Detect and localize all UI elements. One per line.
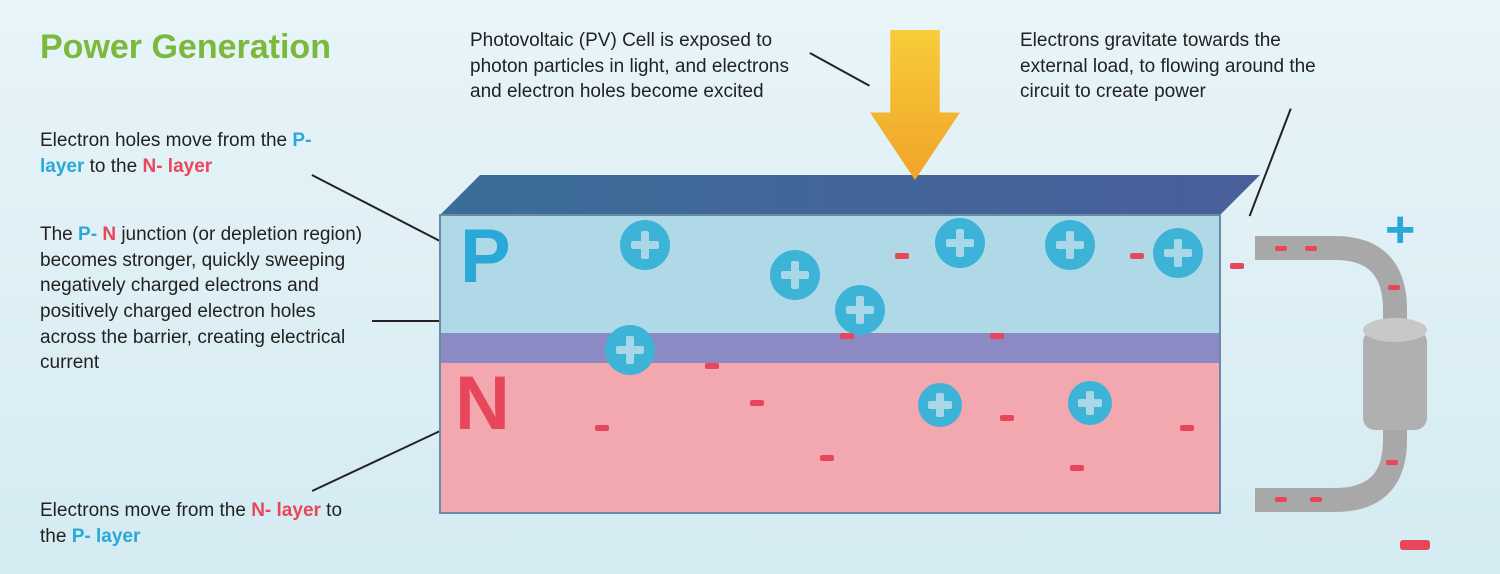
- caption-external-load: Electrons gravitate towards the external…: [1020, 28, 1350, 105]
- minus-charge-icon: [595, 425, 609, 431]
- caption-electrons-move: Electrons move from the N- layer to the …: [40, 498, 370, 549]
- plus-charge-icon: [835, 285, 885, 335]
- minus-charge-icon: [1130, 253, 1144, 259]
- minus-charge-icon: [840, 333, 854, 339]
- caption-electron-holes: Electron holes move from the P- layer to…: [40, 128, 350, 179]
- plus-charge-icon: [1068, 381, 1112, 425]
- plus-charge-icon: [605, 325, 655, 375]
- minus-charge-icon: [820, 455, 834, 461]
- p-layer: [440, 215, 1220, 333]
- plus-charge-icon: [770, 250, 820, 300]
- pn-junction: [440, 333, 1220, 363]
- sunlight-arrow-icon: [870, 30, 960, 180]
- cell-top-face: [440, 175, 1260, 215]
- leader-line: [312, 430, 441, 491]
- caption-pv-cell: Photovoltaic (PV) Cell is exposed to pho…: [470, 28, 800, 105]
- minus-charge-icon: [1180, 425, 1194, 431]
- minus-charge-icon: [705, 363, 719, 369]
- leader-line: [810, 52, 871, 86]
- plus-charge-icon: [1153, 228, 1203, 278]
- p-label: P: [460, 213, 511, 300]
- minus-charge-icon: [1230, 263, 1244, 269]
- plus-charge-icon: [1045, 220, 1095, 270]
- plus-charge-icon: [918, 383, 962, 427]
- external-load-icon: [1255, 230, 1455, 540]
- caption-pn-junction: The P- N junction (or depletion region) …: [40, 222, 370, 376]
- minus-charge-icon: [1000, 415, 1014, 421]
- minus-charge-icon: [990, 333, 1004, 339]
- minus-terminal-icon: [1400, 540, 1430, 550]
- minus-charge-icon: [750, 400, 764, 406]
- page-title: Power Generation: [40, 28, 331, 67]
- minus-charge-icon: [895, 253, 909, 259]
- plus-charge-icon: [935, 218, 985, 268]
- minus-charge-icon: [1070, 465, 1084, 471]
- n-label: N: [455, 360, 510, 447]
- plus-charge-icon: [620, 220, 670, 270]
- pv-cell-diagram: P N: [430, 175, 1270, 535]
